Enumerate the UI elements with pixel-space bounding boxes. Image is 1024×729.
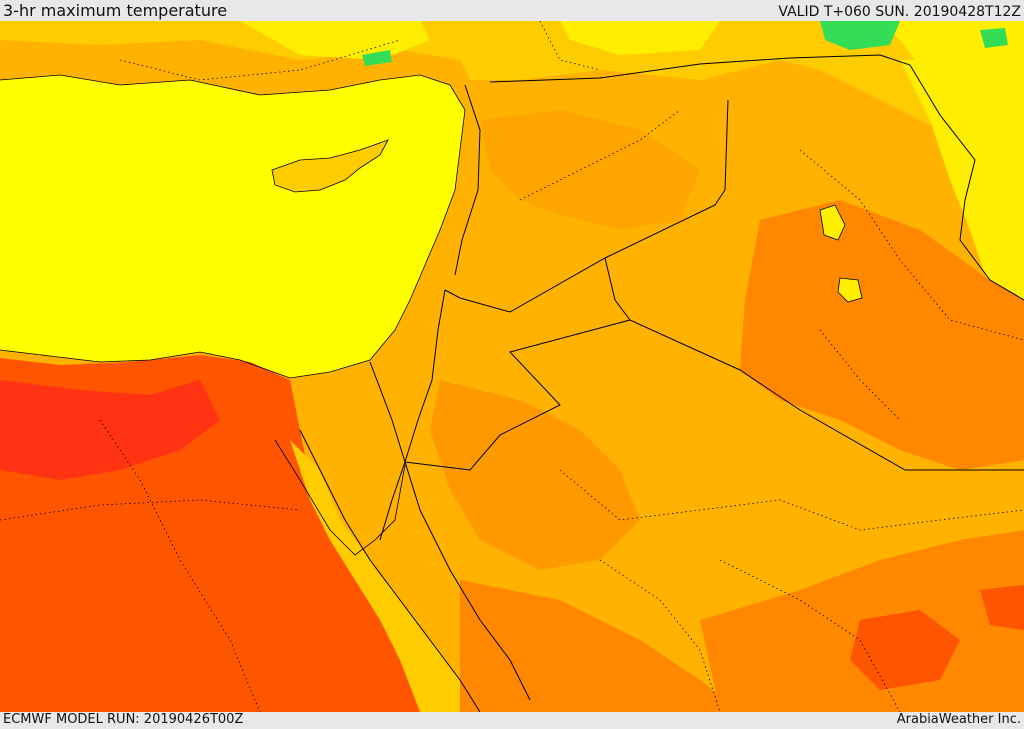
lake-tharthar bbox=[819, 204, 846, 241]
egypt-red-core bbox=[0, 380, 220, 480]
footer-bar bbox=[0, 712, 1024, 729]
coastline-east-med bbox=[0, 109, 466, 379]
coastline-north bbox=[0, 74, 466, 111]
cold-patch-3 bbox=[362, 50, 392, 66]
lake-habbaniyah bbox=[837, 277, 863, 303]
saudi-orange-region bbox=[430, 380, 640, 570]
syria-orange-region bbox=[480, 110, 700, 230]
turkey-yellow-patches bbox=[240, 21, 1024, 120]
model-run-label: ECMWF MODEL RUN: 20190426T00Z bbox=[3, 712, 244, 727]
temperature-map[interactable] bbox=[0, 21, 1024, 712]
saudi-south-hot-region bbox=[460, 580, 740, 712]
country-borders bbox=[299, 54, 1024, 712]
map-title: 3-hr maximum temperature bbox=[3, 1, 228, 20]
coastline-gulf-of-suez bbox=[274, 439, 406, 556]
gulf-red-patches bbox=[850, 585, 1024, 690]
cyprus-island bbox=[271, 139, 389, 193]
cold-patch-2 bbox=[980, 28, 1008, 48]
header-bar bbox=[0, 0, 1024, 21]
credit-label: ArabiaWeather Inc. bbox=[896, 712, 1021, 727]
province-borders bbox=[0, 21, 1024, 712]
iraq-hot-region bbox=[740, 200, 1024, 470]
turkey-warm-region bbox=[0, 21, 1024, 150]
mediterranean-sea bbox=[0, 75, 465, 378]
valid-time: VALID T+060 SUN. 20190428T12Z bbox=[778, 4, 1021, 20]
cold-patch-1 bbox=[820, 21, 900, 50]
zagros-yellow-region bbox=[900, 60, 1024, 300]
